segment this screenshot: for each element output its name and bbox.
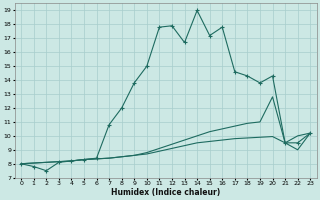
X-axis label: Humidex (Indice chaleur): Humidex (Indice chaleur): [111, 188, 220, 197]
